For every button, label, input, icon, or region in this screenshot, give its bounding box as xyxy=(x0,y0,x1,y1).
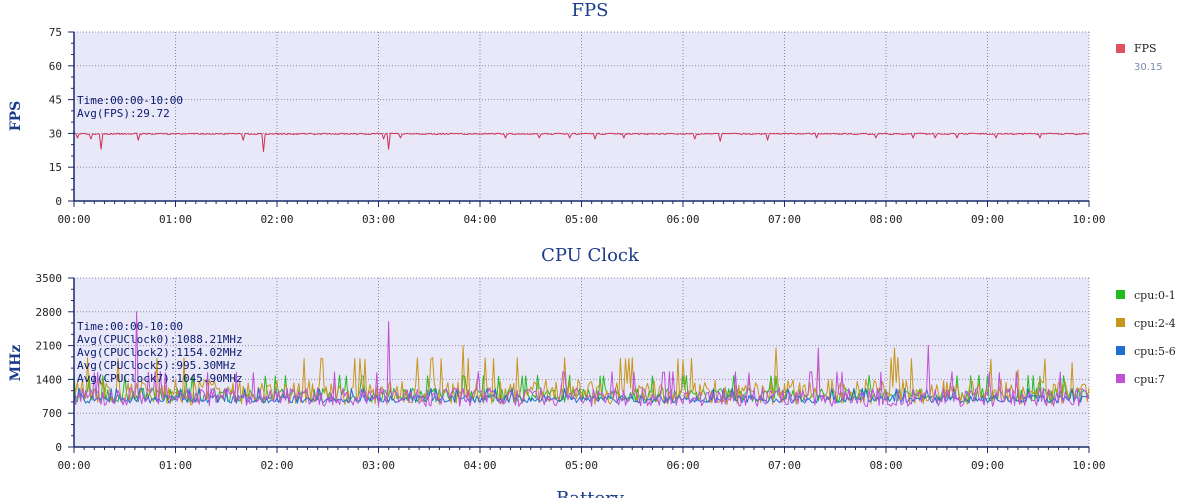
legend-swatch-cpu-2-4 xyxy=(1116,318,1125,327)
cpu-annotation-avg2: Avg(CPUClock2):1154.02MHz xyxy=(77,346,243,359)
legend-swatch-cpu-7 xyxy=(1116,374,1125,383)
fps-y-axis-label: FPS xyxy=(8,101,24,132)
fps-x-tick-label: 04:00 xyxy=(463,213,496,226)
fps-x-tick-label: 07:00 xyxy=(768,213,801,226)
cpu-legend: cpu:0-1 cpu:2-4 cpu:5-6 cpu:7 xyxy=(1116,289,1176,386)
cpu-clock-chart-title: CPU Clock xyxy=(541,245,640,266)
fps-x-tick-label: 08:00 xyxy=(869,213,902,226)
cpu-annotation-avg0: Avg(CPUClock0):1088.21MHz xyxy=(77,333,243,346)
cpu-y-tick-label: 700 xyxy=(42,407,62,420)
fps-x-tick-label: 03:00 xyxy=(362,213,395,226)
fps-y-tick-label: 75 xyxy=(49,26,62,39)
fps-line-group xyxy=(74,132,1090,152)
fps-y-tick-label: 0 xyxy=(55,195,62,208)
cpu-x-tick-label: 03:00 xyxy=(362,459,395,472)
fps-x-tick-label: 05:00 xyxy=(565,213,598,226)
fps-annotation-time: Time:00:00-10:00 xyxy=(77,94,183,107)
fps-chart-title: FPS xyxy=(572,0,609,21)
cpu-x-tick-label: 00:00 xyxy=(57,459,90,472)
fps-chart: FPS 0 15 30 45 60 75 00:00 01:00 02:00 03:00 04:00… xyxy=(8,0,1163,226)
cpu-y-tick-label: 2100 xyxy=(36,340,63,353)
fps-y-tick-label: 60 xyxy=(49,60,62,73)
fps-x-tick-label: 00:00 xyxy=(57,213,90,226)
cpu-y-tick-label: 2800 xyxy=(36,306,63,319)
cpu-axes: 0 700 1400 2100 2800 3500 00:00 01:00 02:00 03:00… xyxy=(36,272,1106,472)
legend-label-cpu-5-6: cpu:5-6 xyxy=(1134,345,1176,358)
cpu-x-tick-label: 04:00 xyxy=(463,459,496,472)
cpu-annotation-avg5: Avg(CPUClock5):995.30MHz xyxy=(77,359,236,372)
cpu-x-tick-label: 05:00 xyxy=(565,459,598,472)
fps-legend-value: 30.15 xyxy=(1134,62,1163,73)
fps-y-tick-label: 15 xyxy=(49,161,62,174)
cpu-x-tick-label: 10:00 xyxy=(1072,459,1105,472)
fps-x-tick-label: 09:00 xyxy=(971,213,1004,226)
fps-legend-swatch xyxy=(1116,44,1125,53)
legend-label-cpu-7: cpu:7 xyxy=(1134,373,1165,386)
fps-x-tick-label: 06:00 xyxy=(666,213,699,226)
legend-swatch-cpu-5-6 xyxy=(1116,346,1125,355)
cpu-line-group xyxy=(73,311,1090,407)
cpu-x-tick-label: 09:00 xyxy=(971,459,1004,472)
cpu-annotation-avg7: Avg(CPUClock7):1045.90MHz xyxy=(77,372,243,385)
fps-y-tick-label: 30 xyxy=(49,127,62,140)
cpu-annotation-time: Time:00:00-10:00 xyxy=(77,320,183,333)
fps-legend-label: FPS xyxy=(1134,42,1157,55)
battery-chart-title: Battery xyxy=(556,488,625,498)
fps-y-tick-label: 45 xyxy=(49,94,62,107)
cpu-y-axis-label: MHz xyxy=(8,345,24,382)
cpu-y-tick-label: 1400 xyxy=(36,373,63,386)
fps-annotation-avg: Avg(FPS):29.72 xyxy=(77,107,170,120)
fps-x-tick-label: 10:00 xyxy=(1072,213,1105,226)
fps-axes: 0 15 30 45 60 75 00:00 01:00 02:00 03:00 04:00 05:0… xyxy=(49,26,1106,226)
cpu-y-tick-label: 3500 xyxy=(36,272,63,285)
legend-label-cpu-0-1: cpu:0-1 xyxy=(1134,289,1176,302)
cpu-series-line-cpu-7 xyxy=(73,311,1090,407)
cpu-x-tick-label: 02:00 xyxy=(260,459,293,472)
cpu-y-tick-label: 0 xyxy=(55,441,62,454)
fps-x-tick-label: 01:00 xyxy=(159,213,192,226)
fps-legend: FPS 30.15 xyxy=(1116,42,1163,73)
fps-x-tick-label: 02:00 xyxy=(260,213,293,226)
cpu-x-tick-label: 01:00 xyxy=(159,459,192,472)
cpu-x-tick-label: 07:00 xyxy=(768,459,801,472)
legend-label-cpu-2-4: cpu:2-4 xyxy=(1134,317,1176,330)
legend-swatch-cpu-0-1 xyxy=(1116,290,1125,299)
cpu-x-tick-label: 06:00 xyxy=(666,459,699,472)
fps-series-line-fps xyxy=(74,132,1090,152)
cpu-x-tick-label: 08:00 xyxy=(869,459,902,472)
cpu-clock-chart: CPU Clock 0 700 1400 2100 2800 3500 00:00 01:00… xyxy=(8,245,1176,472)
